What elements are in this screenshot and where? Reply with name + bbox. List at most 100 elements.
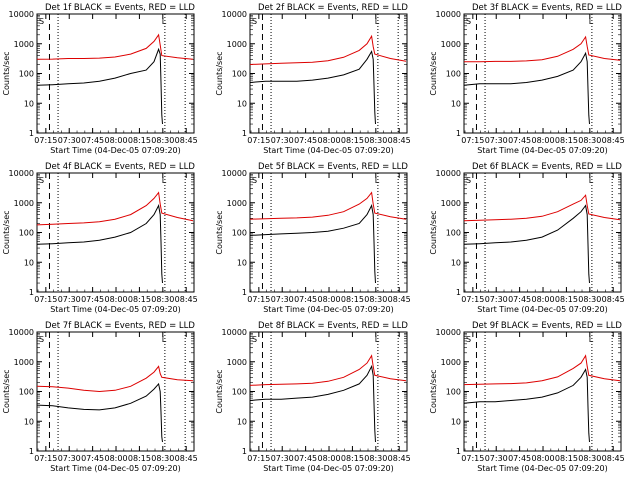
plot-frame	[249, 331, 408, 452]
x-tick-label: 08:30	[578, 136, 601, 145]
chart-panel-5: Det 5f BLACK = Events, RED = LLD 1 10 100 10…	[215, 162, 411, 314]
chart-title: Det 1f BLACK = Events, RED = LLD	[45, 3, 195, 13]
y-tick-label: 1	[29, 447, 34, 456]
chart-panel-2: Det 2f BLACK = Events, RED = LLD 1 10 100 10…	[215, 3, 411, 155]
x-tick-label: 08:15	[555, 454, 578, 463]
series-line-events	[36, 47, 163, 125]
plot-frame	[463, 172, 622, 293]
plot-frame	[463, 13, 622, 134]
x-tick-label: 07:45	[508, 454, 531, 463]
y-tick-label: 100	[446, 70, 461, 79]
y-tick-label: 10000	[9, 10, 34, 19]
marker-s-label: S	[466, 335, 471, 344]
x-tick-label: 08:15	[128, 136, 151, 145]
chart-title: Det 2f BLACK = Events, RED = LLD	[258, 3, 408, 13]
x-axis-label: Start Time (04-Dec-05 07:09:20)	[50, 146, 181, 155]
x-tick-label: 08:45	[388, 136, 411, 145]
x-tick-label: 08:00	[317, 295, 340, 304]
y-tick-label: 10	[24, 417, 34, 426]
y-tick-label: 100	[232, 70, 247, 79]
chart-title: Det 8f BLACK = Events, RED = LLD	[258, 321, 408, 331]
marker-l-label: L	[589, 176, 594, 185]
y-axis-label: Counts/sec	[215, 210, 224, 254]
y-tick-label: 1	[29, 288, 34, 297]
chart-title: Det 4f BLACK = Events, RED = LLD	[45, 162, 195, 172]
chart-panel-3: Det 3f BLACK = Events, RED = LLD 1 10 100 10…	[429, 3, 625, 155]
series-line-events	[249, 364, 376, 443]
y-tick-label: 10000	[9, 169, 34, 178]
y-tick-label: 10	[451, 99, 461, 108]
y-tick-label: 100	[19, 229, 34, 238]
y-axis-label: Counts/sec	[429, 51, 438, 95]
x-tick-label: 07:15	[34, 454, 57, 463]
y-tick-label: 10	[451, 417, 461, 426]
x-axis-label: Start Time (04-Dec-05 07:09:20)	[50, 464, 181, 473]
x-tick-label: 08:15	[128, 454, 151, 463]
series-line-events	[249, 50, 376, 125]
chart-title: Det 5f BLACK = Events, RED = LLD	[258, 162, 408, 172]
x-tick-label: 08:45	[175, 454, 198, 463]
x-axis-label: Start Time (04-Dec-05 07:09:20)	[477, 146, 608, 155]
y-tick-label: 1	[242, 288, 247, 297]
x-axis-label: Start Time (04-Dec-05 07:09:20)	[50, 305, 181, 314]
y-tick-label: 100	[446, 229, 461, 238]
x-axis-label: Start Time (04-Dec-05 07:09:20)	[263, 464, 394, 473]
chart-title: Det 7f BLACK = Events, RED = LLD	[45, 321, 195, 331]
marker-l-label: L	[162, 335, 167, 344]
x-tick-label: 07:30	[485, 295, 508, 304]
x-axis-label: Start Time (04-Dec-05 07:09:20)	[263, 146, 394, 155]
x-tick-label: 08:45	[175, 295, 198, 304]
x-tick-label: 07:45	[81, 295, 104, 304]
chart-panel-9: Det 9f BLACK = Events, RED = LLD 1 10 100 10…	[429, 321, 625, 473]
x-tick-label: 08:00	[531, 136, 554, 145]
marker-s-label: S	[39, 17, 44, 26]
marker-s-label: S	[252, 176, 257, 185]
x-tick-label: 08:30	[364, 136, 387, 145]
y-axis-label: Counts/sec	[2, 51, 11, 95]
x-tick-label: 07:30	[58, 454, 81, 463]
series-line-lld	[249, 191, 407, 220]
y-tick-label: 1000	[227, 40, 247, 49]
series-line-lld	[36, 191, 194, 226]
chart-panel-1: Det 1f BLACK = Events, RED = LLD 1 10 100 10…	[2, 3, 198, 155]
y-tick-label: 100	[19, 70, 34, 79]
y-axis-label: Counts/sec	[429, 369, 438, 413]
x-tick-label: 08:30	[364, 295, 387, 304]
x-tick-label: 07:15	[247, 454, 270, 463]
marker-l-label: L	[162, 17, 167, 26]
marker-l-label: L	[375, 17, 380, 26]
marker-l-label: L	[375, 176, 380, 185]
series-line-lld	[249, 354, 407, 386]
x-tick-label: 07:30	[485, 136, 508, 145]
marker-s-label: S	[39, 335, 44, 344]
x-tick-label: 07:45	[294, 295, 317, 304]
x-tick-label: 08:30	[151, 136, 174, 145]
x-tick-label: 08:45	[388, 295, 411, 304]
x-tick-label: 08:30	[578, 454, 601, 463]
x-tick-label: 08:30	[364, 454, 387, 463]
series-line-events	[463, 204, 590, 284]
y-tick-label: 10	[451, 258, 461, 267]
y-tick-label: 10	[24, 258, 34, 267]
x-tick-label: 07:15	[34, 295, 57, 304]
x-axis-label: Start Time (04-Dec-05 07:09:20)	[477, 305, 608, 314]
x-tick-label: 07:30	[485, 454, 508, 463]
x-tick-label: 08:15	[555, 136, 578, 145]
y-tick-label: 100	[232, 388, 247, 397]
plot-frame	[36, 172, 195, 293]
y-tick-label: 10000	[436, 10, 461, 19]
x-tick-label: 08:00	[317, 454, 340, 463]
y-tick-label: 10000	[9, 328, 34, 337]
y-tick-label: 10000	[222, 169, 247, 178]
x-tick-label: 07:45	[294, 454, 317, 463]
plot-frame	[249, 172, 408, 293]
x-axis-label: Start Time (04-Dec-05 07:09:20)	[263, 305, 394, 314]
y-tick-label: 100	[232, 229, 247, 238]
series-line-events	[249, 204, 376, 284]
y-tick-label: 10000	[436, 328, 461, 337]
series-line-lld	[464, 35, 621, 63]
y-tick-label: 100	[446, 388, 461, 397]
y-tick-label: 1000	[227, 199, 247, 208]
x-tick-label: 07:45	[508, 136, 531, 145]
